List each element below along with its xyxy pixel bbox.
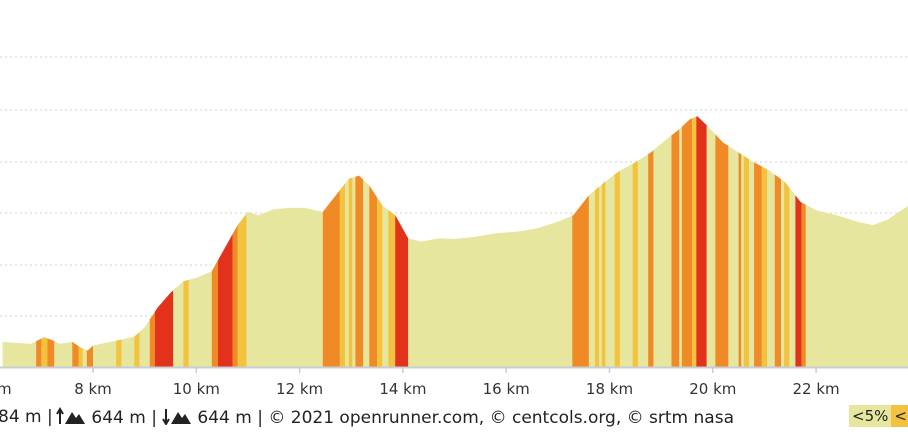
slope-band-amber [237, 116, 247, 367]
x-tick-label: 16 km [483, 380, 530, 398]
slope-band-orange [86, 116, 93, 367]
ascent-value: 644 m | [91, 408, 157, 428]
slope-band-orange [715, 116, 729, 367]
slope-legend: <5% <7 [849, 405, 908, 427]
slope-band-amber [784, 116, 790, 367]
slope-band-amber [632, 116, 638, 367]
slope-band-amber [761, 116, 768, 367]
slope-band-orange [355, 116, 364, 367]
slope-band-amber [377, 116, 383, 367]
x-tick-label: 10 km [173, 380, 220, 398]
slope-band-amber [348, 116, 353, 367]
slope-band-amber [601, 116, 606, 367]
x-tick-label: 12 km [276, 380, 323, 398]
legend-chip-lt5: <5% [849, 405, 892, 427]
slope-band-orange [322, 116, 340, 367]
elevation-profile-chart: m 8 km 10 km 12 km 14 km 16 km 18 km 20 km 22 km… [0, 56, 908, 398]
elevation-area [2, 116, 908, 367]
slope-band-red [795, 116, 802, 367]
x-tick-label: 20 km [689, 380, 736, 398]
x-tick-label: m [0, 380, 12, 398]
slope-band-amber [183, 116, 189, 367]
slope-band-amber [388, 116, 396, 367]
elevation-text: 84 m | [0, 407, 53, 427]
slope-band-orange [738, 116, 742, 367]
descent-mountain-icon [162, 407, 192, 430]
slope-band-orange [211, 116, 218, 367]
slope-band-amber [339, 116, 346, 367]
slope-band-amber [614, 116, 620, 367]
slope-band-orange [754, 116, 762, 367]
slope-band-red [696, 116, 707, 367]
slope-band-red [155, 116, 174, 367]
slope-band-amber [595, 116, 600, 367]
x-tick-label: 8 km [74, 380, 112, 398]
slope-band-orange [774, 116, 781, 367]
ascent-stat: 644 m | [56, 407, 157, 430]
x-axis-ticks: m 8 km 10 km 12 km 14 km 16 km 18 km 20 km 22 km… [0, 367, 840, 398]
slope-band-amber [692, 116, 697, 367]
slope-band-orange [232, 116, 238, 367]
profile-stats-footer: 84 m | 644 m | 644 m | © 2021 openrunner… [0, 404, 908, 432]
x-tick-label: 14 km [379, 380, 426, 398]
legend-chip-lt7: <7 [891, 405, 908, 427]
slope-band-red [395, 116, 409, 367]
x-tick-label: 22 km [793, 380, 840, 398]
slope-band-red [218, 116, 233, 367]
descent-stat: 644 m | © 2021 openrunner.com, © centcol… [162, 407, 734, 430]
slope-band-orange [369, 116, 377, 367]
slope-band-orange [572, 116, 589, 367]
slope-band-orange [681, 116, 693, 367]
x-tick-label: 18 km [586, 380, 633, 398]
slope-band-amber [743, 116, 749, 367]
ascent-mountain-icon [56, 407, 86, 430]
slope-band-orange [671, 116, 680, 367]
slope-band-orange [648, 116, 654, 367]
slope-band-orange [801, 116, 806, 367]
descent-value: 644 m | © 2021 openrunner.com, © centcol… [197, 408, 734, 428]
